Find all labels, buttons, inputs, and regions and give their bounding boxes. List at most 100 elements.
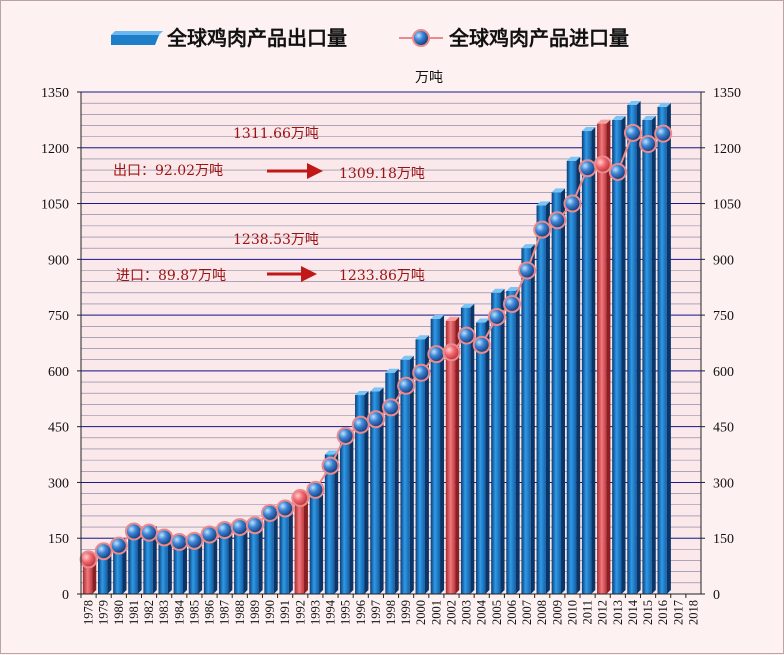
export-bar-top: [415, 335, 429, 340]
x-tick-label: 1989: [248, 600, 262, 625]
export-bar: [339, 430, 354, 594]
unit-label: 万吨: [415, 70, 443, 86]
x-tick-label: 2012: [596, 600, 610, 625]
legend: 全球鸡肉产品出口量 全球鸡肉产品进口量: [111, 26, 629, 50]
y-tick-label-left: 750: [48, 309, 69, 324]
y-tick-label-right: 1350: [713, 86, 741, 101]
import-point: [593, 155, 612, 174]
export-bar-top: [370, 387, 384, 392]
annotation-export-latest: 1309.18万吨: [339, 166, 425, 182]
export-bar: [597, 119, 611, 594]
export-bar-side: [666, 102, 671, 594]
y-tick-label-left: 1350: [41, 86, 69, 101]
x-tick-label: 1992: [293, 600, 307, 625]
import-point: [306, 480, 325, 499]
x-tick-label: 2018: [686, 600, 700, 625]
export-bar-side: [530, 244, 535, 594]
export-bar-face: [82, 560, 93, 594]
export-bar-top: [385, 368, 399, 373]
legend-swatch-export: [111, 35, 159, 45]
export-bar-top: [566, 156, 581, 161]
import-point: [351, 415, 370, 434]
export-bar-side: [515, 286, 520, 594]
export-bar-side: [500, 288, 505, 594]
export-bar-face: [460, 307, 471, 594]
export-bar-face: [597, 123, 607, 594]
export-bar-face: [385, 372, 395, 594]
export-bar-face: [218, 528, 229, 594]
x-tick-label: 1988: [233, 600, 247, 625]
export-bar-side: [213, 529, 218, 594]
export-bar-face: [415, 339, 425, 594]
export-bar: [415, 335, 429, 594]
x-tick-label: 1986: [203, 600, 217, 625]
export-bar-top: [324, 450, 339, 455]
export-bar-top: [400, 355, 414, 360]
export-bar: [476, 318, 490, 594]
x-axis: 1978 1979 1980 1981 1982 1983 1984 1985 1986 1987…: [80, 594, 700, 625]
export-bar: [551, 188, 566, 594]
export-bar: [506, 286, 520, 594]
export-bar-side: [273, 508, 278, 594]
import-point: [140, 523, 159, 542]
x-tick-label: 1978: [82, 600, 96, 625]
import-point: [397, 376, 416, 395]
x-tick-label: 1999: [399, 600, 413, 625]
x-tick-label: 2001: [429, 600, 443, 625]
export-bar-top: [627, 101, 641, 106]
import-point: [457, 326, 476, 345]
y-axis-left: 0 150 300 450 600 750 900 1050 1200 1350: [41, 86, 81, 603]
export-bar-top: [551, 188, 566, 193]
x-tick-label: 1994: [324, 599, 338, 625]
export-bar-face: [521, 248, 531, 594]
export-bar-top: [460, 303, 475, 308]
annotation-import-peak: 1238.53万吨: [233, 232, 319, 248]
import-point: [442, 343, 461, 362]
x-tick-label: 1985: [187, 600, 201, 625]
export-bar-face: [400, 359, 410, 594]
y-tick-label-right: 1050: [713, 198, 741, 213]
import-point: [427, 345, 446, 364]
x-tick-label: 1982: [142, 600, 156, 625]
export-bar: [491, 288, 505, 594]
export-bar-top: [476, 318, 490, 323]
export-bar-face: [188, 539, 199, 594]
y-tick-label-right: 1200: [713, 142, 741, 157]
export-bar-top: [597, 119, 611, 124]
export-bar: [657, 102, 671, 594]
export-bar-side: [198, 535, 203, 594]
export-bar-side: [424, 335, 429, 594]
annotations: 1311.66万吨 出口：92.02万吨 1309.18万吨 1238.53万吨…: [113, 126, 425, 284]
legend-item-export: 全球鸡肉产品出口量: [111, 26, 347, 50]
export-bar-side: [409, 355, 414, 594]
x-tick-label: 2016: [656, 600, 670, 625]
export-bar: [324, 450, 339, 594]
export-bar: [355, 391, 369, 594]
x-tick-label: 1979: [97, 600, 111, 625]
x-tick-label: 2003: [460, 600, 474, 625]
import-point: [639, 135, 658, 154]
export-bar-face: [279, 507, 289, 594]
export-bar-top: [355, 391, 369, 396]
import-point: [170, 532, 189, 551]
x-tick-label: 1998: [384, 600, 398, 625]
x-tick-label: 2006: [505, 600, 519, 625]
y-axis-right: 0 150 300 450 600 750 900 1050 1200 1350: [701, 86, 741, 603]
export-bar-side: [182, 537, 187, 594]
export-bar-face: [581, 131, 592, 595]
import-point: [487, 307, 506, 326]
export-bar-side: [379, 387, 384, 594]
export-bar-side: [364, 391, 369, 594]
export-bar-face: [566, 160, 577, 594]
export-bar-face: [203, 533, 214, 594]
export-bar-face: [324, 454, 335, 594]
import-point: [291, 489, 310, 508]
export-bar-face: [612, 119, 622, 594]
export-bar-side: [122, 540, 127, 594]
export-bar-side: [303, 495, 308, 594]
export-bar-face: [476, 322, 486, 594]
y-tick-label-right: 600: [713, 365, 734, 380]
export-bar: [385, 368, 399, 594]
